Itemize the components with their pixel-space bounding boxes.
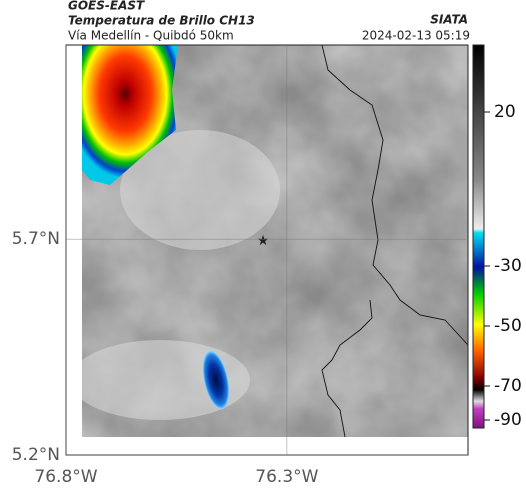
x-tick-label: 76.8°W: [34, 467, 97, 487]
city-marker: ★: [257, 233, 270, 249]
colorbar-tick-label: -50: [494, 316, 522, 336]
product: Temperatura de Brillo CH13: [68, 14, 255, 28]
satellite: GOES-EAST: [68, 0, 145, 13]
source: SIATA: [430, 13, 468, 27]
y-tick-label: 5.7°N: [12, 229, 60, 249]
colorbar-tick-label: 20: [494, 102, 516, 122]
satellite-image: [82, 45, 468, 437]
location: Vía Medellín - Quibdó 50km: [68, 29, 234, 43]
colorbar-tick-label: -70: [494, 376, 522, 396]
colorbar-tick-label: -30: [494, 256, 522, 276]
y-tick-label: 5.2°N: [12, 445, 60, 465]
x-tick-label: 76.3°W: [255, 467, 318, 487]
colorbar: [472, 44, 485, 429]
datetime: 2024-02-13 05:19: [362, 29, 470, 43]
colorbar-tick-label: -90: [494, 410, 522, 430]
